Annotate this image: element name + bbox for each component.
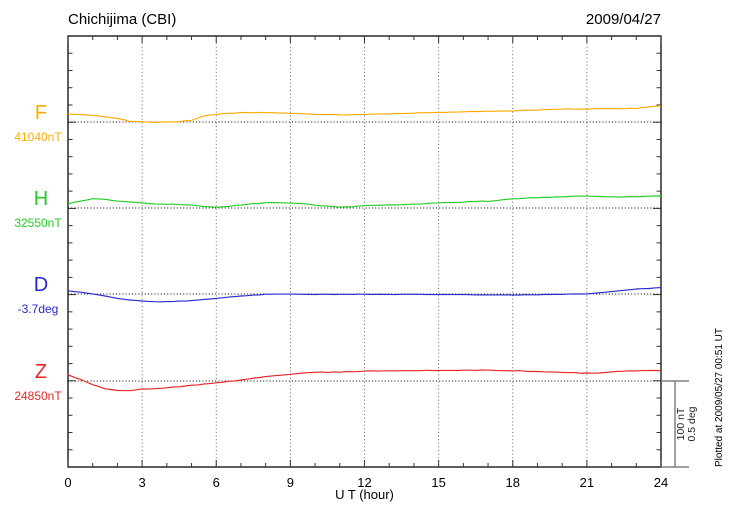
x-tick-label: 6 (213, 475, 220, 490)
component-baseline-value-H: 32550nT (14, 216, 62, 230)
component-baseline-value-D: -3.7deg (18, 302, 59, 316)
x-tick-label: 9 (287, 475, 294, 490)
x-tick-label: 18 (506, 475, 520, 490)
plotted-at-label: Plotted at 2009/05/27 00:51 UT (714, 328, 725, 467)
component-label-D: D (34, 274, 48, 296)
trace-D (67, 287, 662, 303)
x-tick-label: 12 (357, 475, 371, 490)
x-tick-label: 15 (431, 475, 445, 490)
x-tick-label: 3 (139, 475, 146, 490)
trace-F (67, 105, 662, 124)
component-baseline-value-F: 41040nT (14, 130, 62, 144)
plot-frame (67, 35, 662, 468)
x-tick-label: 24 (654, 475, 668, 490)
component-label-Z: Z (35, 361, 47, 383)
date-label: 2009/04/27 (586, 11, 661, 28)
station-title: Chichijima (CBI) (68, 11, 176, 28)
trace-H (67, 195, 662, 208)
component-label-F: F (35, 102, 47, 124)
component-label-H: H (34, 188, 48, 210)
component-baseline-value-Z: 24850nT (14, 389, 62, 403)
x-tick-label: 0 (64, 475, 71, 490)
x-axis-label: U T (hour) (335, 487, 394, 502)
plot-generated-content: 0 3 6 9 12 15 18 21 24 U T (hour) F 41040nT H 32550nT… (14, 35, 725, 502)
trace-Z (67, 369, 662, 392)
scale-bar-label-nt: 100 nT (675, 407, 687, 440)
x-tick-label: 21 (580, 475, 594, 490)
scale-bar-label-deg: 0.5 deg (686, 406, 698, 441)
